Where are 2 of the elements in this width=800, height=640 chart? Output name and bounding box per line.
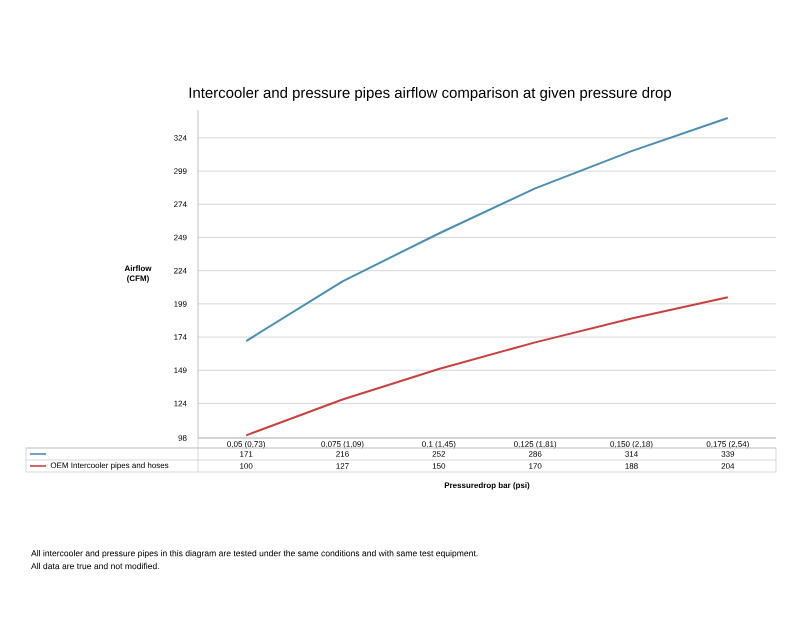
line-series <box>245 116 729 343</box>
line-series <box>245 296 729 437</box>
